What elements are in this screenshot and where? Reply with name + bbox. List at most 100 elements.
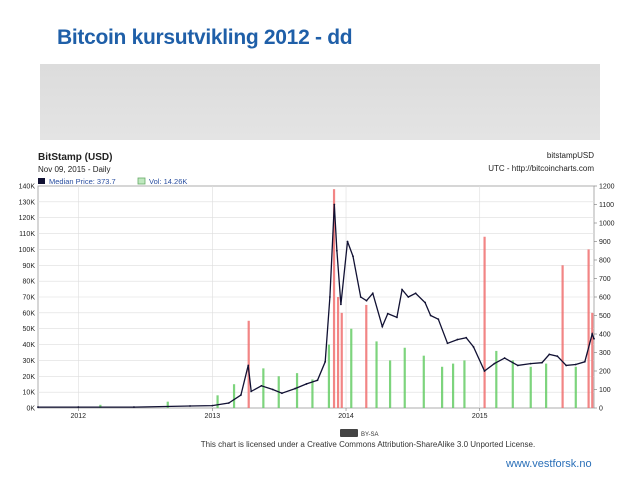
y-right-tick-label: 100 (599, 387, 611, 394)
median-price-point (401, 288, 403, 291)
median-price-point (574, 363, 577, 366)
volume-bar (166, 401, 169, 408)
volume-bar (495, 350, 498, 408)
slide-title: Bitcoin kursutvikling 2012 - dd (57, 26, 353, 49)
volume-bar (511, 360, 514, 408)
volume-bar (262, 368, 265, 408)
median-price-point (407, 296, 410, 298)
volume-bar (463, 360, 466, 408)
median-price-point (591, 333, 594, 335)
legend-volume-swatch (137, 177, 146, 185)
median-price-point (556, 355, 559, 358)
volume-bar (232, 384, 236, 408)
median-price-point (77, 406, 80, 408)
license-text: This chart is licensed under a Creative … (201, 440, 535, 449)
y-left-tick-label: 130K (19, 199, 36, 206)
volume-bar (295, 373, 299, 408)
median-price-point (305, 383, 308, 385)
median-price-point (483, 370, 486, 372)
volume-bar (483, 236, 486, 408)
median-price-point (472, 346, 475, 348)
volume-bar (422, 355, 425, 408)
volume-bar (375, 341, 378, 408)
volume-bar (216, 395, 219, 408)
volume-bar (587, 249, 590, 408)
y-right-tick-label: 700 (599, 276, 611, 283)
y-left-tick-label: 10K (23, 390, 36, 397)
median-price-point (548, 353, 551, 356)
y-left-tick-label: 30K (23, 358, 36, 365)
volume-bar (561, 265, 564, 408)
y-right-tick-label: 200 (599, 369, 611, 376)
volume-bar (327, 344, 331, 408)
volume-bar (332, 189, 336, 408)
median-price-point (529, 362, 532, 365)
median-price-point (414, 292, 417, 295)
y-left-tick-label: 120K (19, 215, 36, 222)
x-tick-label: 2014 (338, 413, 354, 420)
y-left-tick-label: 50K (23, 326, 36, 333)
median-price-point (437, 318, 440, 321)
median-price-point (359, 296, 362, 298)
legend-volume-label: Vol: 14.26K (149, 177, 187, 186)
median-price-point (227, 402, 230, 404)
y-left-tick-label: 100K (19, 247, 36, 254)
median-price-point (565, 364, 568, 367)
y-right-tick-label: 500 (599, 313, 611, 320)
y-left-tick-label: 70K (23, 295, 36, 302)
footer-url[interactable]: www.vestforsk.no (506, 458, 592, 470)
y-left-tick-label: 110K (19, 231, 35, 238)
median-price-point (346, 240, 349, 243)
median-price-point (465, 336, 468, 339)
median-price-point (396, 316, 398, 319)
y-right-tick-label: 400 (599, 332, 611, 339)
volume-bar (574, 366, 577, 408)
median-price-point (329, 296, 331, 298)
median-price-point (593, 337, 595, 340)
legend-median-swatch (38, 178, 45, 184)
median-price-point (340, 303, 342, 306)
median-price-point (133, 406, 135, 408)
volume-bar (440, 366, 444, 408)
median-price-point (456, 338, 459, 341)
chart-subtitle: Nov 09, 2015 - Daily (38, 165, 110, 174)
median-price-point (381, 325, 384, 328)
cc-badge-label: BY-SA (361, 432, 378, 438)
volume-bar (403, 347, 406, 408)
volume-bar (340, 312, 343, 408)
median-price-point (333, 203, 336, 206)
cc-badge-icon (340, 429, 358, 437)
median-price-point (446, 342, 449, 345)
median-price-point (541, 361, 543, 364)
median-price-point (294, 387, 297, 390)
y-right-tick-label: 900 (599, 239, 611, 246)
volume-bar (451, 363, 455, 408)
median-price-point (324, 360, 327, 363)
median-price-point (503, 357, 506, 359)
y-left-tick-label: 20K (23, 374, 36, 381)
median-price-point (493, 362, 496, 365)
y-right-tick-label: 1100 (599, 202, 614, 209)
volume-bar (99, 404, 102, 408)
y-left-tick-label: 60K (23, 310, 36, 317)
median-price-point (211, 404, 214, 407)
volume-bar (247, 320, 250, 408)
y-right-tick-label: 300 (599, 350, 611, 357)
x-tick-label: 2012 (71, 413, 87, 420)
median-price-point (429, 314, 432, 317)
chart-title: BitStamp (USD) (38, 152, 112, 163)
chart-right-subtitle: UTC - http://bitcoincharts.com (488, 164, 594, 173)
x-tick-label: 2013 (205, 413, 221, 420)
y-left-tick-label: 140K (19, 184, 36, 191)
median-price-point (250, 390, 253, 393)
y-right-tick-label: 1200 (599, 184, 615, 191)
legend-median-label: Median Price: 373.7 (49, 177, 116, 186)
median-price-point (516, 364, 519, 367)
y-right-tick-label: 0 (599, 406, 603, 413)
median-price-point (424, 301, 427, 304)
y-left-tick-label: 0K (26, 406, 35, 413)
y-left-tick-label: 90K (23, 263, 36, 270)
volume-bar (350, 328, 353, 408)
median-price-point (281, 392, 283, 395)
volume-bar (388, 360, 392, 408)
